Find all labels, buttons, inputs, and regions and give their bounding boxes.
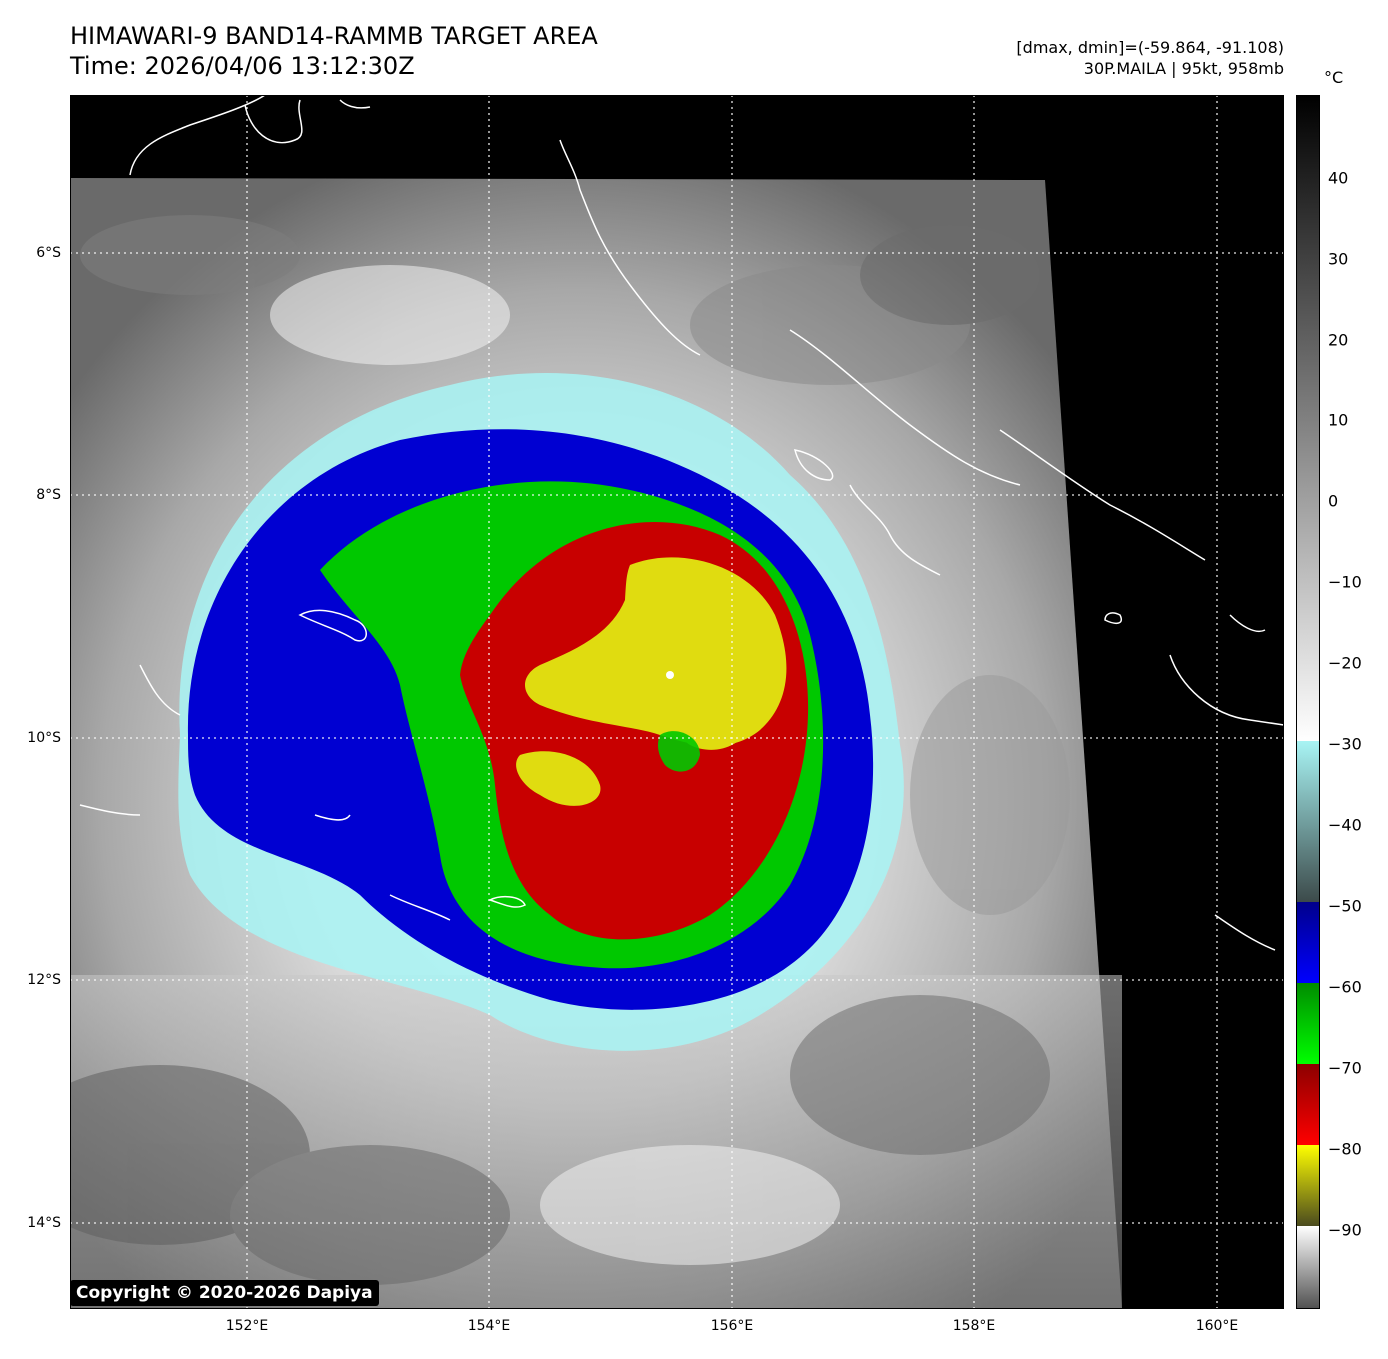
colorbar-label-minus70: −70 xyxy=(1328,1058,1362,1078)
graticule xyxy=(70,95,1284,1309)
cloud-texture xyxy=(70,215,1070,1285)
colorbar-label-minus40: −40 xyxy=(1328,815,1362,835)
lat-label-6s: 6°S xyxy=(36,245,61,261)
colorbar-label-20: 20 xyxy=(1328,330,1349,350)
colorbar-label-minus20: −20 xyxy=(1328,653,1362,673)
coastlines xyxy=(79,95,1284,951)
map-title: HIMAWARI-9 BAND14-RAMMB TARGET AREA xyxy=(70,22,598,50)
colorbar-label-10: 10 xyxy=(1328,410,1349,430)
storm-cloud-shield xyxy=(178,372,904,1051)
temperature-range: [dmax, dmin]=(-59.864, -91.108) xyxy=(1016,38,1284,57)
colorbar-label-minus90: −90 xyxy=(1328,1220,1362,1240)
colorbar-label-0: 0 xyxy=(1328,491,1339,511)
timestamp: Time: 2026/04/06 13:12:30Z xyxy=(70,52,415,80)
lon-label-152e: 152°E xyxy=(225,1318,269,1334)
lon-label-154e: 154°E xyxy=(467,1318,511,1334)
lon-label-160e: 160°E xyxy=(1195,1318,1239,1334)
colorbar-label-minus60: −60 xyxy=(1328,977,1362,997)
satellite-image xyxy=(70,95,1284,1309)
colorbar-segment-yellow xyxy=(1296,1145,1320,1226)
lat-label-10s: 10°S xyxy=(27,730,61,746)
colorbar-label-minus30: −30 xyxy=(1328,734,1362,754)
map-border xyxy=(70,95,1284,1309)
colorbar-label-minus80: −80 xyxy=(1328,1139,1362,1159)
copyright-badge: Copyright © 2020-2026 Dapiya xyxy=(70,1280,379,1306)
colorbar xyxy=(1296,95,1320,1309)
lon-label-158e: 158°E xyxy=(952,1318,996,1334)
colorbar-segment-blue xyxy=(1296,902,1320,983)
colorbar-label-minus10: −10 xyxy=(1328,572,1362,592)
lon-label-156e: 156°E xyxy=(710,1318,754,1334)
storm-eye xyxy=(666,671,674,679)
lat-label-14s: 14°S xyxy=(27,1215,61,1231)
colorbar-segment-white xyxy=(1296,1226,1320,1309)
colorbar-segment-cyan xyxy=(1296,741,1320,902)
colorbar-label-minus50: −50 xyxy=(1328,896,1362,916)
cold-band-yellow xyxy=(525,557,787,746)
colorbar-segment-green xyxy=(1296,983,1320,1064)
colorbar-label-40: 40 xyxy=(1328,168,1349,188)
lat-label-12s: 12°S xyxy=(27,972,61,988)
colorbar-segment-red xyxy=(1296,1064,1320,1145)
colorbar-segment-grey xyxy=(1296,95,1320,741)
colorbar-label-30: 30 xyxy=(1328,249,1349,269)
storm-info: 30P.MAILA | 95kt, 958mb xyxy=(1083,59,1284,78)
colorbar-unit: °C xyxy=(1324,68,1344,87)
lat-label-8s: 8°S xyxy=(36,487,61,503)
